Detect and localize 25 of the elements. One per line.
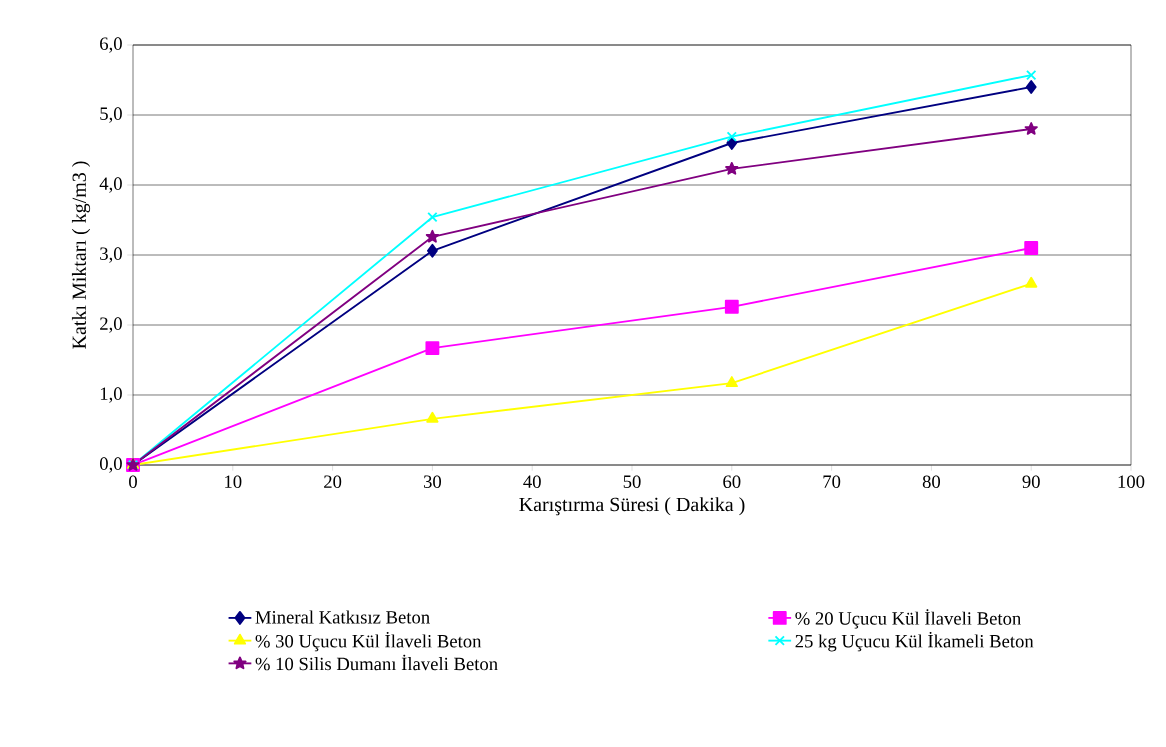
x-tick-label: 60 [723,475,741,489]
y-tick-label: 3,0 [100,247,122,263]
y-tick-label: 4,0 [99,177,122,193]
x-tick-label: 90 [1022,475,1040,489]
x-axis-title: Karıştırma Süresi ( Dakika ) [519,497,745,516]
y-tick-label: 5,0 [100,107,122,123]
x-tick-label: 30 [423,475,442,489]
x-tick-label: 70 [823,475,841,489]
y-axis-title: Katkı Miktarı ( kg/m3 ) [71,161,91,349]
x-tick-label: 0 [129,475,137,489]
x-tick-label: 80 [922,475,941,489]
x-tick-label: 20 [324,475,342,489]
y-tick-label: 0,0 [99,457,122,473]
y-tick-label: 1,0 [100,387,122,403]
y-tick-label: 2,0 [100,317,122,333]
x-tick-label: 100 [1118,475,1145,489]
legend-label: Mineral Katkısız Beton [255,610,430,624]
x-tick-label: 40 [523,475,541,489]
x-tick-label: 50 [623,475,641,489]
x-tick-label: 10 [225,475,242,489]
legend-label: 25 kg Uçucu Kül İkameli Beton [795,631,1034,652]
legend-label: % 20 Uçucu Kül İlaveli Beton [795,609,1021,629]
y-tick-label: 6,0 [100,37,122,53]
legend-label: % 30 Uçucu Kül İlaveli Beton [255,631,482,652]
legend-label: % 10 Silis Dumanı İlaveli Beton [255,654,498,671]
